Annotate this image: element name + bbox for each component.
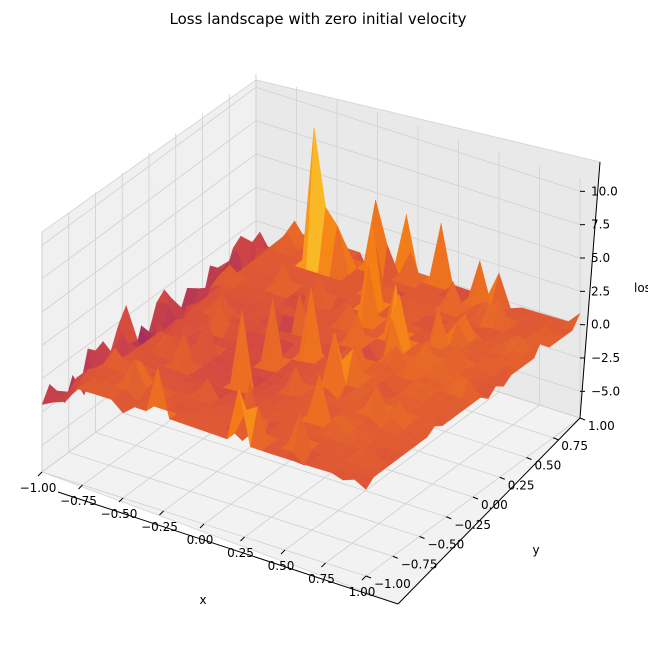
axis-ticks: −1.00−0.75−0.50−0.250.000.250.500.751.00…: [20, 184, 621, 599]
grid-line: [41, 86, 581, 246]
y-tick: [419, 536, 425, 539]
z-tick-label: −5.0: [591, 384, 620, 398]
y-tick: [472, 496, 479, 500]
y-tick: [579, 417, 586, 421]
chart-title: Loss landscape with zero initial velocit…: [170, 10, 467, 28]
x-tick: [118, 497, 124, 503]
x-tick-label: 0.75: [308, 572, 335, 586]
z-tick-label: 5.0: [591, 251, 610, 265]
grid-line: [41, 120, 581, 280]
x-tick-label: 0.00: [187, 533, 214, 547]
y-tick: [365, 575, 372, 579]
y-tick-label: 0.25: [508, 478, 535, 492]
x-tick: [78, 484, 83, 490]
x-tick: [37, 471, 43, 477]
x-axis-label: x: [199, 593, 206, 607]
x-tick-label: 0.25: [227, 546, 254, 560]
x-tick: [361, 575, 367, 581]
z-tick-label: 0.0: [591, 318, 610, 332]
y-axis-line: [397, 417, 581, 605]
grid-line: [95, 432, 420, 537]
y-tick-label: −0.75: [401, 557, 438, 571]
y-tick-label: −0.25: [454, 518, 491, 532]
x-tick-label: −0.25: [141, 520, 178, 534]
x-tick: [159, 510, 164, 516]
x-tick: [321, 562, 326, 568]
surface-patch: [354, 473, 374, 490]
y-tick-label: 0.00: [481, 498, 508, 512]
x-tick-label: −0.50: [101, 507, 138, 521]
y-tick: [526, 457, 532, 460]
grid-line: [68, 451, 393, 557]
y-tick-label: −1.00: [374, 577, 411, 591]
grid-line: [122, 412, 447, 518]
z-tick-label: 2.5: [591, 284, 610, 298]
z-axis-label: loss: [634, 281, 648, 295]
grid-line: [41, 186, 581, 346]
x-axis-line: [57, 491, 399, 605]
x-tick-label: 1.00: [349, 585, 376, 599]
x-tick-label: −0.75: [60, 494, 97, 508]
y-axis-label: y: [532, 543, 539, 557]
x-tick: [280, 549, 286, 555]
x-tick: [240, 536, 245, 542]
y-tick-label: 0.75: [561, 439, 588, 453]
y-tick: [446, 516, 452, 520]
z-axis-line: [579, 161, 601, 419]
y-tick: [392, 555, 398, 559]
y-tick-label: −0.50: [428, 538, 465, 552]
x-tick-label: 0.50: [268, 559, 295, 573]
y-tick-label: 1.00: [588, 419, 615, 433]
z-tick-label: −2.5: [591, 351, 620, 365]
grid-line: [41, 153, 581, 313]
z-tick-label: 10.0: [591, 184, 618, 198]
surface: [41, 127, 581, 490]
y-tick: [553, 437, 559, 441]
y-tick: [499, 476, 505, 480]
x-tick-label: −1.00: [20, 481, 57, 495]
z-tick-label: 7.5: [591, 218, 610, 232]
x-tick: [199, 523, 205, 529]
y-tick-label: 0.50: [535, 459, 562, 473]
